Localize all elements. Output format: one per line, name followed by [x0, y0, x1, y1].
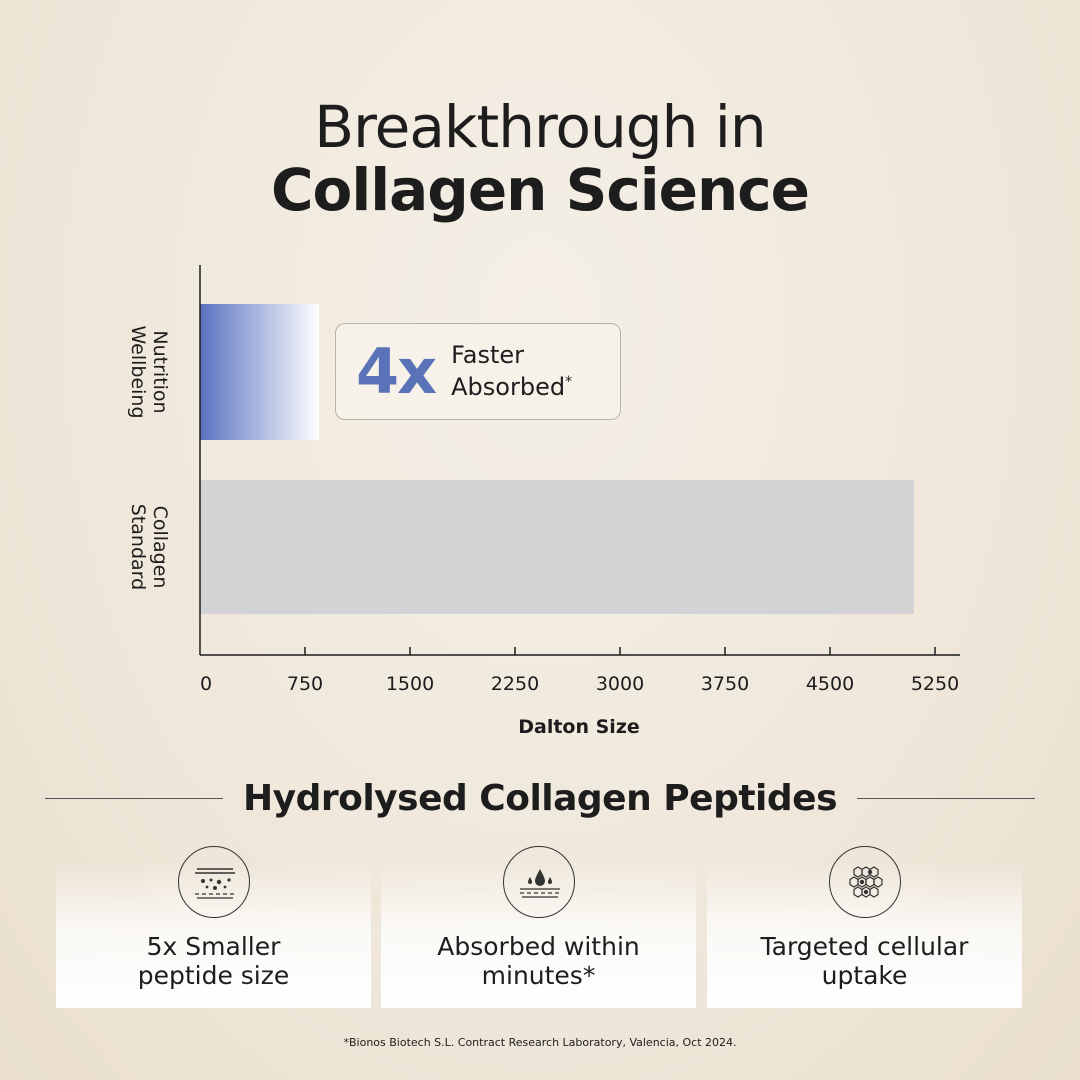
x-tick-label: 2250: [491, 673, 539, 695]
x-tick-label: 5250: [911, 673, 959, 695]
section-heading: Hydrolysed Collagen Peptides: [0, 770, 1080, 826]
title-line-2: Collagen Science: [270, 155, 810, 224]
feature-label-uptake: Targeted cellular uptake: [760, 932, 969, 990]
category-label-line: Wellbeing: [127, 325, 149, 418]
page-title: Breakthrough in Collagen Science: [0, 96, 1080, 221]
footnote: *Bionos Biotech S.L. Contract Research L…: [343, 1036, 737, 1049]
category-label-line: Standard: [127, 504, 149, 590]
x-tick-label: 750: [287, 673, 323, 695]
callout-text: Faster Absorbed*: [451, 340, 572, 402]
feature-card-absorption: Absorbed within minutes*: [381, 846, 696, 1008]
callout-multiplier: 4x: [356, 335, 437, 408]
x-tick-label: 4500: [806, 673, 854, 695]
skin-layers-particles-icon: [177, 846, 250, 918]
absorption-callout: 4x Faster Absorbed*: [335, 323, 621, 420]
category-label-line: Nutrition: [149, 330, 171, 413]
x-tick-label: 1500: [386, 673, 434, 695]
callout-line-2: Absorbed: [451, 372, 566, 401]
droplets-absorption-icon: [502, 846, 575, 918]
x-tick-label: 3000: [596, 673, 644, 695]
category-label-standard-collagen: Standard Collagen: [127, 504, 171, 590]
x-tick-label: 0: [200, 673, 212, 695]
dalton-size-chart: 0 750 1500 2250 3000 3750 4500 5250 Wellbeing Nu…: [127, 265, 960, 738]
divider-right: [857, 797, 1035, 799]
x-tick-label: 3750: [701, 673, 749, 695]
bar-standard-collagen: [200, 480, 914, 614]
hexagon-cells-icon: [828, 846, 901, 918]
feature-card-size: 5x Smaller peptide size: [56, 846, 371, 1008]
callout-line-1: Faster: [451, 341, 524, 370]
category-label-line: Collagen: [149, 506, 171, 589]
section-title: Hydrolysed Collagen Peptides: [242, 777, 838, 819]
feature-label-size: 5x Smaller peptide size: [137, 932, 290, 990]
category-label-wellbeing-nutrition: Wellbeing Nutrition: [127, 325, 171, 418]
x-axis-label: Dalton Size: [518, 716, 640, 738]
feature-label-absorption: Absorbed within minutes*: [437, 932, 640, 990]
title-line-1: Breakthrough in: [314, 93, 766, 161]
feature-card-uptake: Targeted cellular uptake: [707, 846, 1022, 1008]
bar-wellbeing-nutrition: [200, 304, 319, 440]
divider-left: [44, 797, 223, 799]
callout-footnote-mark: *: [565, 373, 573, 390]
